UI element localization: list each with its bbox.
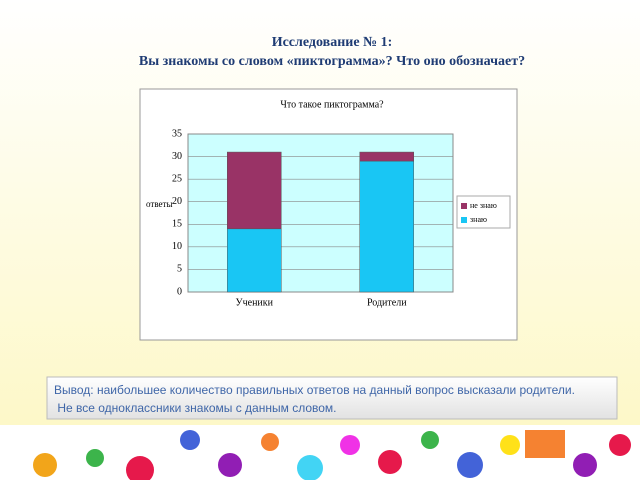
conclusion-text: Вывод: наибольшее количество правильных … (54, 383, 575, 397)
legend-label: знаю (470, 215, 487, 224)
chart-title: Что такое пиктограмма? (280, 99, 384, 110)
y-axis-label: ответы (146, 199, 173, 209)
y-tick-label: 35 (172, 128, 182, 139)
conclusion-text: Не все одноклассники знакомы с данным сл… (54, 401, 337, 415)
bar-segment (227, 151, 282, 230)
x-tick-label: Родители (367, 297, 407, 308)
y-tick-label: 20 (172, 196, 182, 207)
slide-subtitle: Вы знакомы со словом «пиктограмма»? Что … (139, 54, 525, 69)
y-tick-label: 0 (177, 286, 182, 297)
decoration (33, 430, 631, 484)
y-tick-label: 5 (177, 264, 182, 275)
legend-label: не знаю (470, 201, 497, 210)
slide-title: Исследование № 1: (272, 35, 393, 50)
legend-swatch (461, 203, 467, 209)
y-tick-label: 30 (172, 151, 182, 162)
y-tick-label: 15 (172, 219, 182, 230)
x-tick-label: Ученики (236, 297, 274, 308)
legend-swatch (461, 217, 467, 223)
bar-segment (359, 151, 414, 162)
bar-segment (227, 228, 282, 293)
conclusion-box (46, 376, 618, 420)
y-tick-label: 25 (172, 173, 182, 184)
bar-segment (359, 160, 414, 293)
y-tick-label: 10 (172, 241, 182, 252)
